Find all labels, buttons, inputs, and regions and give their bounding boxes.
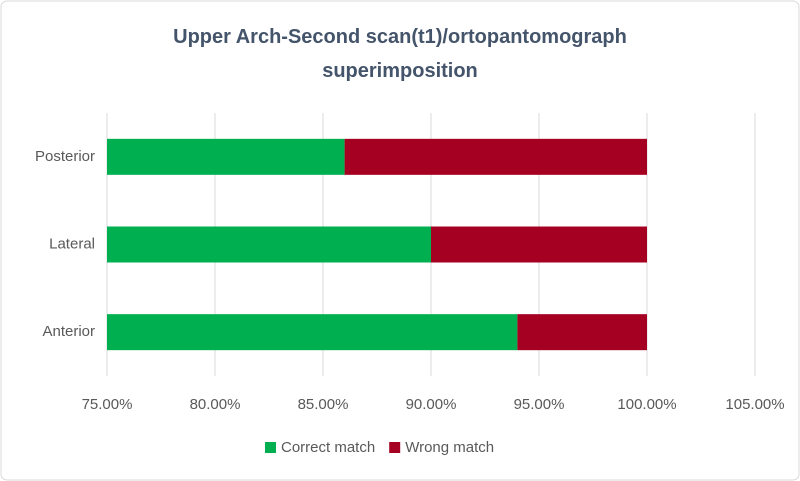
x-tick-label: 80.00% <box>190 396 241 413</box>
bar <box>107 138 345 175</box>
x-tick-label: 105.00% <box>725 396 784 413</box>
y-tick-label: Lateral <box>49 235 95 252</box>
bar <box>431 226 647 263</box>
legend-swatch <box>265 442 276 453</box>
x-tick-label: 100.00% <box>617 396 676 413</box>
bar <box>107 314 518 351</box>
x-tick-label: 95.00% <box>514 396 565 413</box>
chart-title: Upper Arch-Second scan(t1)/ortopantomogr… <box>173 26 627 82</box>
legend-swatch <box>389 442 401 453</box>
legend-label: Correct match <box>281 439 375 456</box>
bar <box>107 226 431 263</box>
legend-label: Wrong match <box>405 439 494 456</box>
x-tick-label: 75.00% <box>82 396 133 413</box>
bar <box>344 138 647 175</box>
x-tick-label: 90.00% <box>406 396 457 413</box>
y-tick-label: Anterior <box>42 323 95 340</box>
y-tick-label: Posterior <box>35 148 95 165</box>
bar <box>517 314 647 351</box>
x-tick-label: 85.00% <box>298 396 349 413</box>
